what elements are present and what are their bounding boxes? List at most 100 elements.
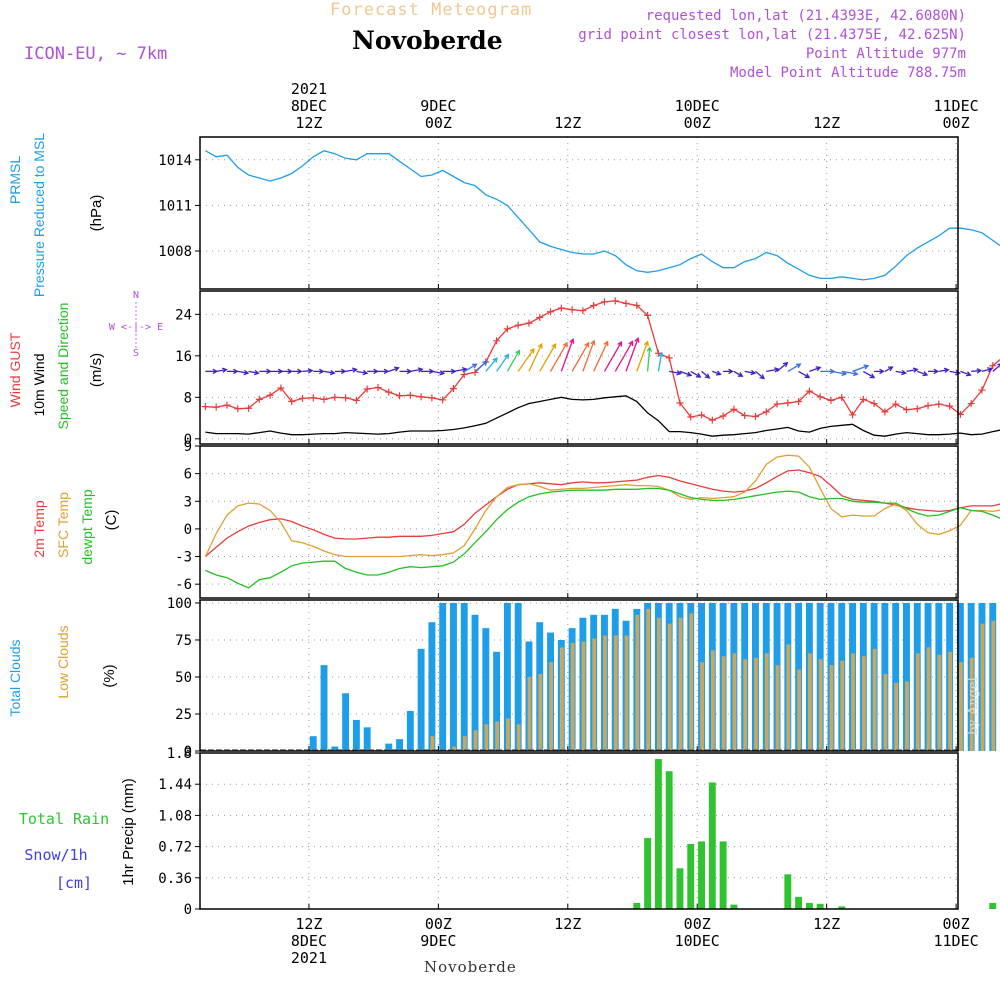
low-cloud-bar	[527, 676, 532, 751]
y-tick-label: 100	[167, 596, 192, 612]
series-line	[205, 150, 1000, 281]
temp-sfc-label: SFC Temp	[55, 492, 71, 558]
wind-arrow	[679, 370, 692, 377]
wind-arrow-head	[617, 340, 623, 347]
wind-arrow	[701, 370, 710, 379]
bottom-time-label: 2021	[291, 949, 327, 967]
gust-marker	[644, 311, 652, 319]
top-time-label: 00Z	[684, 114, 711, 132]
gust-marker	[741, 411, 749, 419]
low-cloud-bar	[808, 653, 812, 751]
wind-arrow-head	[852, 370, 859, 377]
y-tick-label: 8	[184, 390, 192, 406]
gust-marker	[805, 387, 813, 395]
wind-arrow	[776, 362, 788, 372]
low-cloud-bar	[635, 614, 640, 751]
wind-arrow-head	[590, 339, 596, 346]
wind-arrow	[485, 357, 498, 372]
wind-arrow	[895, 370, 906, 374]
wind-arrow	[453, 368, 467, 373]
wind-arrow-head	[243, 369, 250, 376]
y-tick-label: 75	[175, 633, 192, 649]
y-tick-label: 25	[175, 707, 192, 723]
temp-2m-label: 2m Temp	[31, 500, 47, 558]
wind-arrow	[981, 368, 992, 373]
wind-arrow	[625, 338, 639, 372]
wind-arrow-head	[815, 366, 822, 372]
wind-arrow	[410, 368, 423, 373]
wind-arrow-head	[976, 368, 983, 374]
rain-bar	[665, 771, 673, 909]
gust-marker	[698, 411, 706, 419]
watermark: by Angel	[966, 677, 981, 735]
wind-arrow	[603, 341, 622, 372]
wind-arrow	[614, 341, 634, 372]
gust-marker	[590, 302, 598, 310]
snow-label: Snow/1h	[24, 846, 87, 864]
low-cloud-bar	[549, 662, 553, 751]
total-cloud-bar	[331, 746, 339, 751]
gust-marker	[374, 383, 382, 391]
low-cloud-bar	[797, 669, 802, 751]
gust-marker	[212, 403, 220, 411]
wind-arrow-head	[287, 368, 293, 375]
rain-bar	[805, 902, 813, 909]
wind-arrow	[593, 341, 609, 372]
low-cloud-bar	[764, 653, 769, 751]
wind-arrow-head	[634, 337, 640, 343]
bottom-time-label: 12Z	[554, 915, 581, 933]
y-tick-label: 0.72	[158, 840, 192, 856]
model-label: ICON-EU, ~ 7km	[24, 44, 168, 64]
gust-marker	[902, 406, 910, 414]
low-cloud-bar	[538, 674, 543, 751]
low-clouds-label: Low Clouds	[55, 625, 71, 698]
gust-marker	[352, 396, 360, 404]
wind-arrow	[388, 367, 399, 373]
wind-arrow	[582, 340, 595, 372]
wind-arrow-head	[759, 374, 765, 380]
y-tick-label: 1.44	[158, 777, 192, 793]
snow-unit-label: [cm]	[56, 874, 92, 892]
total-cloud-bar	[352, 719, 360, 751]
series-line	[205, 487, 1000, 589]
total-cloud-bar	[406, 711, 414, 751]
gust-marker	[396, 392, 404, 400]
low-cloud-bar	[592, 638, 597, 751]
rain-bar	[816, 903, 824, 909]
y-tick-label: 0	[184, 902, 192, 918]
total-clouds-label: Total Clouds	[7, 639, 23, 716]
bottom-time-label: 9DEC	[420, 932, 456, 950]
y-tick-label: 0.36	[158, 871, 192, 887]
low-cloud-bar	[646, 608, 651, 751]
wind-arrow	[560, 339, 574, 372]
chart-title: Novoberde	[352, 26, 503, 55]
total-cloud-bar	[385, 743, 393, 751]
wind-arrow	[992, 364, 1000, 372]
wind-arrow-head	[221, 367, 228, 373]
wind-10m-label: 10m Wind	[31, 353, 47, 416]
wind-arrow	[517, 348, 535, 372]
wind-arrow-head	[728, 368, 734, 375]
low-cloud-bar	[894, 682, 899, 751]
low-cloud-bar	[775, 665, 780, 751]
wind-arrow	[528, 343, 543, 372]
panel-frame-1	[199, 290, 959, 445]
wind-arrow	[917, 370, 928, 376]
top-time-label: 9DEC	[420, 97, 456, 115]
wind-arrow-head	[393, 366, 400, 372]
prmsl-label: PRMSL	[7, 156, 23, 204]
top-time-label: 12Z	[554, 114, 581, 132]
gust-marker	[622, 299, 630, 307]
gust-marker	[342, 394, 350, 402]
wind-arrow-head	[782, 361, 789, 368]
gust-marker	[579, 307, 587, 315]
wind-arrow	[830, 370, 847, 375]
total-cloud-bar	[363, 727, 371, 751]
gust-marker	[935, 400, 943, 408]
top-time-label: 12Z	[813, 114, 840, 132]
gust-marker	[773, 400, 781, 408]
gust-marker	[730, 405, 738, 413]
y-tick-label: 0	[184, 744, 192, 760]
gust-marker	[557, 304, 565, 312]
